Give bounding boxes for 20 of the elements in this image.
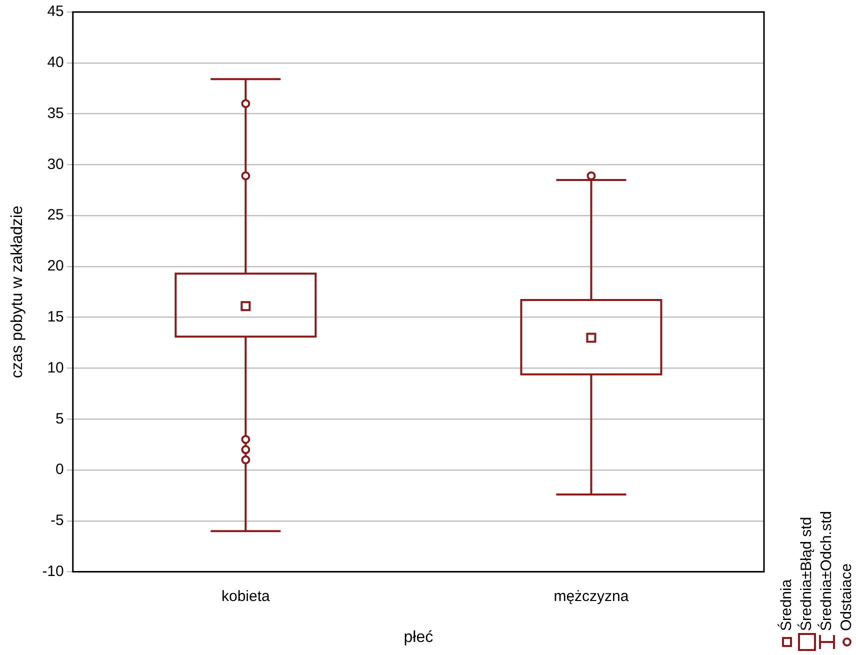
x-axis-title: płeć: [404, 628, 434, 646]
y-tick-label: 10: [47, 359, 64, 376]
y-axis-title: czas pobytu w zakładzie: [9, 206, 26, 378]
y-tick-label: 30: [47, 156, 64, 173]
y-tick-label: 45: [47, 3, 64, 20]
text: Średnia±Błąd std: [798, 516, 816, 631]
y-tick-label: 20: [47, 258, 64, 275]
y-tick-label: 35: [47, 104, 64, 122]
x-tick-label: kobieta: [221, 588, 270, 605]
x-tick-label: mężczyzna: [554, 588, 630, 605]
y-tick-label: -10: [42, 562, 64, 580]
y-tick-label: 5: [56, 410, 64, 428]
text: Średnia: [778, 579, 796, 631]
y-tick-label: 0: [56, 461, 64, 478]
y-tick-label: 25: [47, 206, 64, 224]
text: Odstaiace: [838, 563, 856, 631]
y-tick-label: 15: [47, 308, 64, 326]
y-tick-label: 40: [47, 54, 64, 72]
text: Średnia±Odch.std: [818, 511, 836, 631]
y-tick-label: -5: [50, 512, 64, 530]
